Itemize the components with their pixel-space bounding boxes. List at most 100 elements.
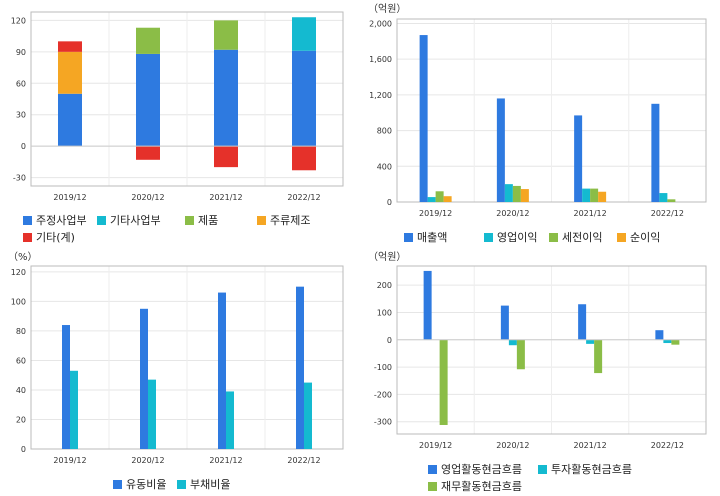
- plot-border: [396, 18, 707, 203]
- bar-주정사업부-2020/12: [136, 53, 160, 147]
- legend-item: 제품: [185, 212, 218, 228]
- legend-swatch: [177, 479, 186, 489]
- chart-business-mix: -30 0 30 60 90 120 2019/12 2020/12 2021/12 2022/1…: [0, 0, 360, 248]
- legend-income: 매출액 영업이익 세전이익 순이익: [360, 0, 720, 248]
- y-tick-label: 0: [387, 336, 392, 345]
- x-tick-label: 2021/12: [209, 193, 242, 202]
- y-tick-label: 0: [387, 198, 392, 207]
- legend-label: 기타사업부: [110, 214, 161, 227]
- y-tick-label: 2,000: [369, 19, 392, 28]
- plot-border: [30, 265, 344, 450]
- bar-세전이익-2020/12: [512, 185, 521, 202]
- legend-item: 매출액: [404, 229, 447, 245]
- unit-label: （억원）: [368, 3, 406, 15]
- y-tick-label: 400: [377, 162, 392, 171]
- x-tick-label: 2020/12: [131, 193, 164, 202]
- chart-cashflow-svg: -300 -200 -100 0 100 200 （억원） 2019/12 2020/12 202…: [368, 251, 707, 450]
- y-tick-label: 60: [16, 356, 26, 365]
- bar-기타(계)-2020/12: [136, 146, 160, 160]
- legend-item: 유동비율: [113, 476, 166, 492]
- legend-swatch: [404, 232, 413, 242]
- bar-재무활동현금흐름-2019/12: [439, 339, 448, 425]
- bar-재무활동현금흐름-2022/12: [671, 339, 680, 345]
- bar-기타(계)-2022/12: [292, 146, 316, 171]
- y-tick-label: 90: [16, 48, 26, 57]
- y-tick-label: 800: [377, 127, 392, 136]
- y-tick-label: -30: [13, 174, 26, 183]
- legend-item: 영업활동현금흐름: [428, 461, 522, 477]
- x-tick-label: 2022/12: [287, 456, 320, 465]
- x-tick-label: 2021/12: [574, 209, 607, 218]
- legend-item: 순이익: [617, 229, 660, 245]
- bar-영업이익-2022/12: [659, 193, 668, 202]
- legend-item: 세전이익: [549, 229, 602, 245]
- bar-영업활동현금흐름-2019/12: [423, 270, 432, 340]
- legend-item: 주정사업부: [23, 212, 87, 228]
- y-tick-label: -200: [374, 390, 392, 399]
- bar-주정사업부-2019/12: [58, 93, 82, 147]
- y-tick-label: 1,600: [369, 55, 392, 64]
- bar-영업이익-2020/12: [504, 184, 513, 202]
- legend-label: 매출액: [417, 231, 448, 244]
- y-tick-label: 100: [377, 308, 392, 317]
- bar-투자활동현금흐름-2022/12: [663, 339, 672, 344]
- bar-매출액-2022/12: [651, 103, 660, 202]
- legend-label: 부채비율: [190, 478, 231, 491]
- bar-매출액-2020/12: [496, 98, 505, 202]
- y-tick-label: 1,200: [369, 91, 392, 100]
- legend-label: 영업활동현금흐름: [441, 463, 522, 476]
- bar-순이익-2021/12: [598, 191, 607, 202]
- bar-제품-2020/12: [136, 27, 160, 54]
- legend-swatch: [185, 215, 194, 225]
- bar-기타사업부-2022/12: [292, 17, 316, 51]
- legend-label: 주류제조: [270, 214, 311, 227]
- bar-세전이익-2021/12: [590, 188, 599, 202]
- legend-swatch: [549, 232, 558, 242]
- x-tick-label: 2019/12: [419, 441, 452, 450]
- x-tick-label: 2020/12: [131, 456, 164, 465]
- bar-부채비율-2019/12: [70, 370, 78, 449]
- bar-주정사업부-2022/12: [292, 50, 316, 147]
- legend-swatch: [617, 232, 626, 242]
- plot-border: [396, 265, 707, 435]
- legend-item: 주류제조: [257, 212, 310, 228]
- bar-부채비율-2022/12: [304, 382, 312, 449]
- y-tick-label: 200: [377, 281, 392, 290]
- y-tick-label: 20: [16, 415, 26, 424]
- x-tick-label: 2019/12: [53, 193, 86, 202]
- y-tick-label: 0: [21, 445, 26, 454]
- x-tick-label: 2021/12: [209, 456, 242, 465]
- legend-item: 기타사업부: [97, 212, 161, 228]
- legend-swatch: [428, 481, 437, 491]
- bar-유동비율-2020/12: [140, 308, 148, 449]
- legend-item: 기타(계): [23, 229, 75, 245]
- unit-label: （%）: [8, 251, 38, 263]
- bar-영업활동현금흐름-2020/12: [500, 305, 509, 340]
- y-tick-label: 40: [16, 386, 26, 395]
- legend-swatch: [484, 232, 493, 242]
- unit-label: （억원）: [368, 251, 406, 263]
- chart-ratios: 0 20 40 60 80 100 120 （%） 2019/12 2020/12 2021/12 2…: [0, 248, 360, 496]
- legend-label: 기타(계): [36, 231, 75, 244]
- legend-item: 투자활동현금흐름: [538, 461, 632, 477]
- legend-swatch: [257, 215, 266, 225]
- y-tick-label: -100: [374, 363, 392, 372]
- legend-item: 영업이익: [484, 229, 537, 245]
- legend-ratios: 유동비율 부채비율: [0, 248, 360, 496]
- legend-label: 제품: [198, 214, 219, 227]
- y-tick-label: 80: [16, 327, 26, 336]
- x-tick-label: 2019/12: [53, 456, 86, 465]
- y-tick-label: 120: [11, 16, 26, 25]
- bar-매출액-2019/12: [419, 35, 428, 202]
- bar-재무활동현금흐름-2020/12: [516, 339, 525, 370]
- bar-투자활동현금흐름-2021/12: [586, 339, 595, 344]
- legend-label: 세전이익: [562, 231, 603, 244]
- chart-cashflow: -300 -200 -100 0 100 200 （억원） 2019/12 2020/12 202…: [360, 248, 720, 496]
- legend-item: 재무활동현금흐름: [428, 478, 522, 494]
- legend-swatch: [113, 479, 122, 489]
- y-tick-label: 120: [11, 268, 26, 277]
- x-tick-label: 2022/12: [651, 209, 684, 218]
- chart-income: 0 400 800 1,200 1,600 2,000 （억원） 2019/12 2020/12…: [360, 0, 720, 248]
